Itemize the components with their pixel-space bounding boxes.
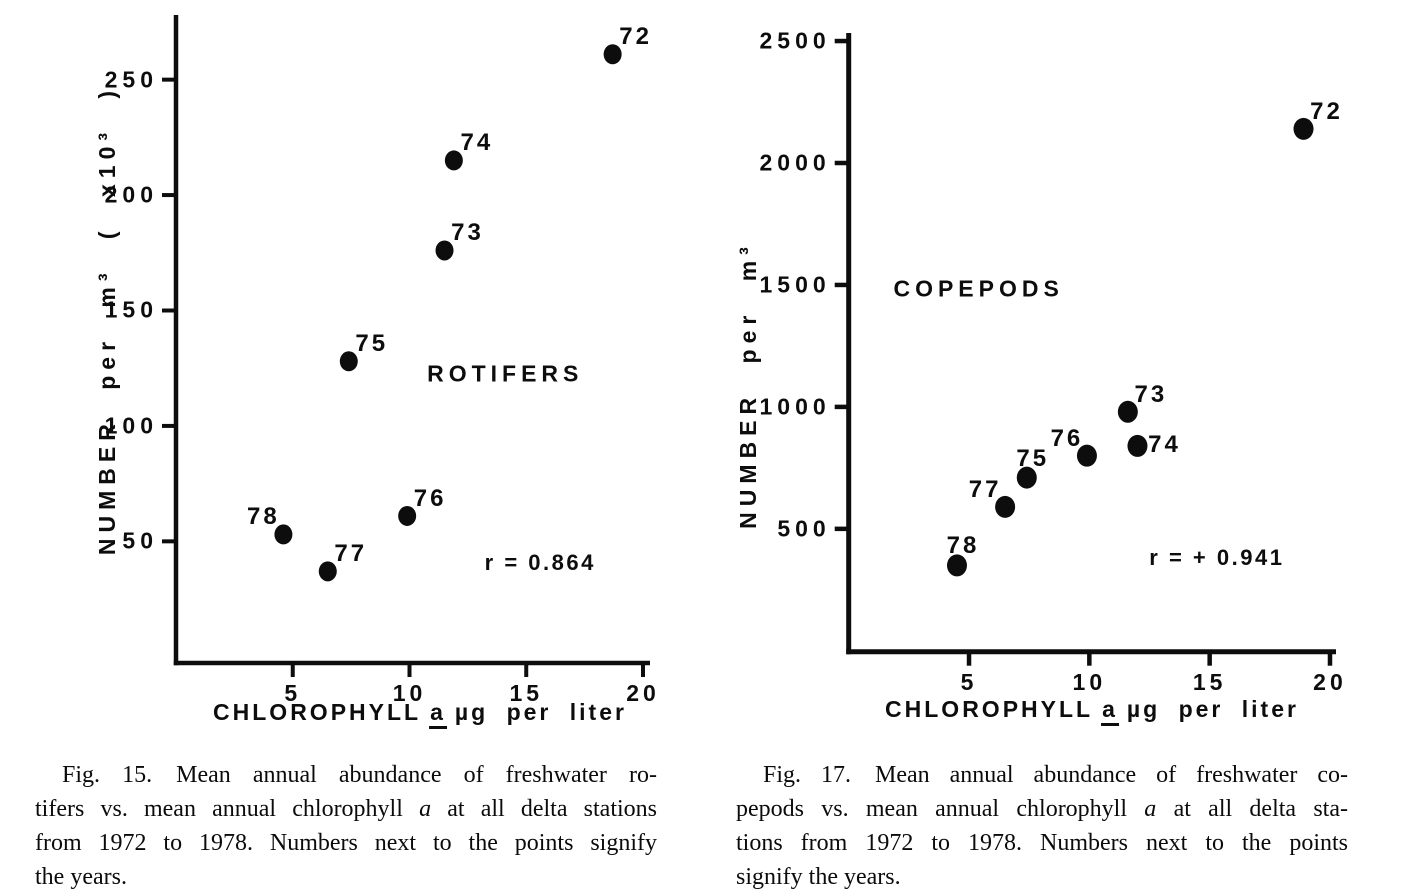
x-tick-label: 5 [960,668,978,695]
year-label: 72 [619,23,652,51]
y-axis-label: NUMBER per m³ [735,241,761,529]
chlorophyll-a-symbol: a [429,699,447,729]
caption-line: signify the years. [736,860,1348,894]
data-point-74 [1127,434,1148,457]
caption-text: Fig. 17. Mean annual abundance of freshw… [763,762,1348,788]
data-point-75 [339,351,358,372]
correlation-label: r = + 0.941 [1149,545,1285,571]
y-tick-label: 2500 [759,27,831,54]
caption-text: from 1972 to 1978. Numbers next to the p… [35,830,657,856]
x-axis-label-units: µg per liter [1126,696,1299,722]
y-axis-label: NUMBER per m³ ( x10³ ) [94,84,120,556]
chlorophyll-a-italic: a [1144,796,1157,822]
x-tick-label: 20 [626,680,660,706]
chlorophyll-a-symbol: a [1101,696,1119,726]
data-point-77 [995,495,1016,518]
caption-text: signify the years. [736,864,901,890]
y-tick-label: 1000 [759,393,831,420]
y-tick-label: 250 [104,66,158,93]
year-label: 75 [355,330,389,358]
year-label: 76 [413,484,447,512]
y-tick-label: 50 [122,527,158,554]
data-point-78 [946,554,967,577]
x-tick-label: 10 [392,680,427,706]
series-title: COPEPODS [893,275,1064,302]
chlorophyll-a-italic: a [419,796,432,822]
y-tick-label: 100 [104,412,158,439]
x-tick-label: 20 [1313,668,1347,695]
x-axis-label-word: CHLOROPHYLL [213,699,422,725]
caption-text: tions from 1972 to 1978. Numbers next to… [736,830,1348,856]
caption-text: tifers vs. mean annual chlorophyll [35,796,420,822]
caption-line: Fig. 17. Mean annual abundance of freshw… [736,758,1348,792]
x-axis-label-word: CHLOROPHYLL [885,696,1094,722]
caption-text: Fig. 15. Mean annual abundance of freshw… [62,762,657,788]
y-tick-label: 500 [777,515,831,542]
x-axis-label: CHLOROPHYLL a µg per liter [885,696,1299,726]
y-tick-label: 200 [104,181,158,208]
caption-line: tions from 1972 to 1978. Numbers next to… [736,826,1348,860]
data-point-78 [274,524,293,545]
data-point-74 [444,150,463,171]
data-point-77 [318,561,337,582]
caption-text: at all delta stations [431,796,657,822]
x-axis-label: CHLOROPHYLL a µg per liter [213,699,627,729]
data-point-76 [398,505,417,526]
year-label: 77 [968,475,1002,503]
x-tick-label: 15 [509,680,544,706]
y-tick-label: 150 [104,296,158,323]
year-label: 74 [1148,430,1181,458]
data-point-73 [435,240,454,261]
copepods-plot [834,33,1336,666]
figure-17-caption: Fig. 17. Mean annual abundance of freshw… [736,758,1348,894]
year-label: 73 [1134,380,1168,408]
data-point-75 [1016,466,1037,489]
caption-line: Fig. 15. Mean annual abundance of freshw… [35,758,657,792]
year-label: 74 [460,129,494,157]
x-tick-label: 5 [284,680,302,706]
year-label: 72 [1310,97,1343,125]
caption-text: at all delta sta- [1156,796,1348,822]
year-label: 78 [247,503,280,531]
year-label: 73 [451,219,484,247]
caption-line: from 1972 to 1978. Numbers next to the p… [35,826,657,860]
data-point-72 [1293,117,1314,140]
correlation-label: r = 0.864 [484,550,596,576]
x-axis-label-units: µg per liter [454,699,627,725]
data-point-76 [1076,444,1097,467]
caption-text: the years. [35,864,127,890]
series-title: ROTIFERS [427,360,584,387]
x-tick-label: 10 [1072,668,1107,695]
caption-line: the years. [35,860,657,894]
y-tick-label: 1500 [759,271,831,298]
year-label: 75 [1016,444,1050,472]
y-tick-label: 2000 [759,149,831,176]
caption-text: pepods vs. mean annual chlorophyll [736,796,1145,822]
caption-line: pepods vs. mean annual chlorophyll a at … [736,792,1348,826]
year-label: 76 [1050,424,1084,452]
year-label: 78 [946,532,980,560]
data-point-73 [1117,400,1138,423]
x-tick-label: 15 [1192,668,1227,695]
figure-15-caption: Fig. 15. Mean annual abundance of freshw… [35,758,657,894]
year-label: 77 [334,540,368,568]
data-point-72 [603,44,622,65]
caption-line: tifers vs. mean annual chlorophyll a at … [35,792,657,826]
rotifers-plot [162,15,650,677]
